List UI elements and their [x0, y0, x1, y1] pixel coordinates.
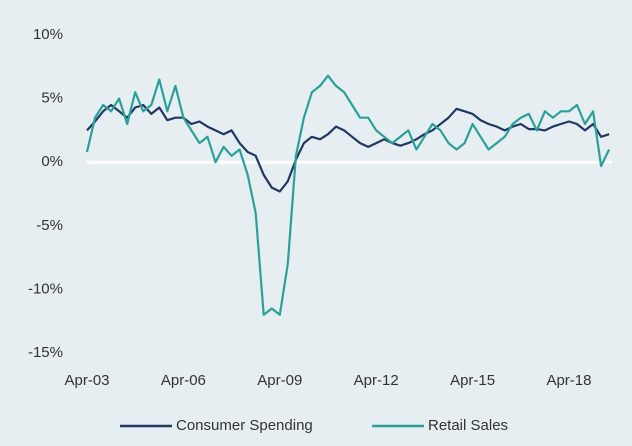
legend-label: Consumer Spending	[176, 417, 313, 434]
x-tick-label: Apr-18	[546, 372, 591, 389]
y-tick-label: 5%	[41, 90, 63, 107]
series-line	[85, 74, 611, 316]
legend-label: Retail Sales	[428, 417, 508, 434]
x-tick-label: Apr-12	[354, 372, 399, 389]
y-tick-label: -5%	[36, 217, 63, 234]
x-tick-label: Apr-15	[450, 372, 495, 389]
y-tick-label: 0%	[41, 153, 63, 170]
x-tick-label: Apr-06	[161, 372, 206, 389]
y-tick-label: -10%	[28, 280, 63, 297]
y-tick-label: -15%	[28, 344, 63, 361]
y-tick-label: 10%	[33, 26, 63, 43]
series-line	[86, 103, 610, 193]
x-tick-label: Apr-03	[64, 372, 109, 389]
x-tick-label: Apr-09	[257, 372, 302, 389]
